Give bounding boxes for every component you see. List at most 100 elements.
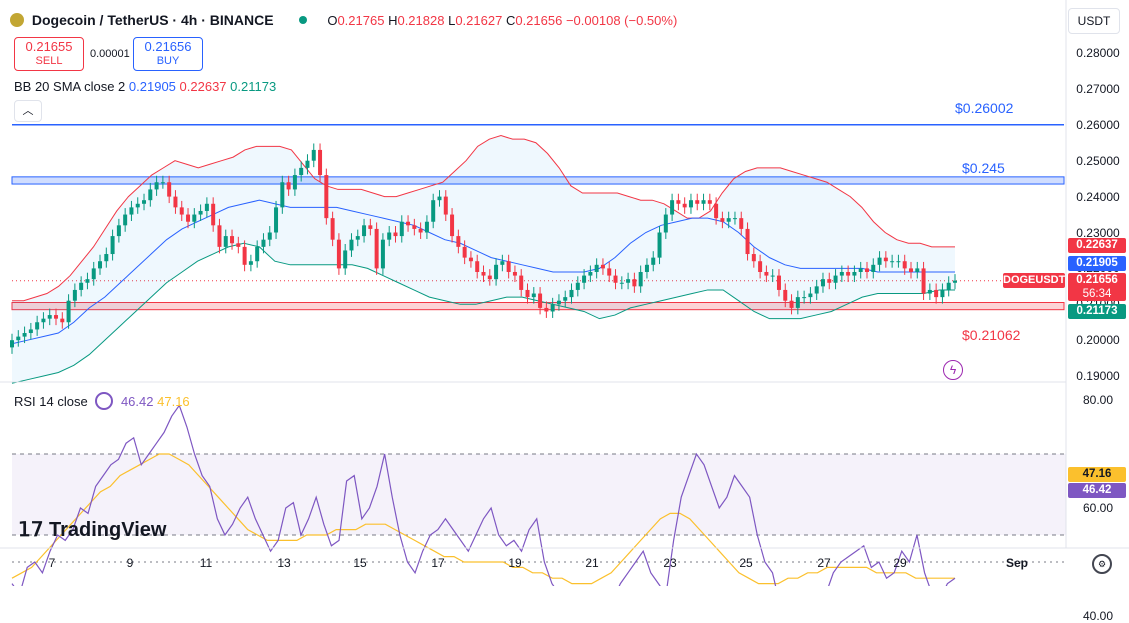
- symbol-header: Dogecoin / TetherUS · 4h · BINANCE O0.21…: [10, 12, 677, 28]
- candle-body: [758, 261, 763, 272]
- candle-body: [556, 300, 561, 305]
- symbol-title[interactable]: Dogecoin / TetherUS · 4h · BINANCE: [31, 12, 274, 28]
- rsi-value: 46.42: [120, 394, 154, 409]
- candle-body: [242, 246, 247, 265]
- candle-body: [173, 196, 178, 208]
- candle-body: [644, 264, 649, 272]
- rsi-value-tag: 46.42: [1068, 483, 1126, 498]
- candle-body: [41, 318, 46, 323]
- time-tick-label: Sep: [1005, 556, 1029, 570]
- bb-fill: [12, 135, 955, 384]
- candle-body: [292, 175, 297, 190]
- candle-body: [927, 289, 932, 294]
- candle-body: [135, 203, 140, 208]
- support-zone: [11, 302, 1065, 311]
- settings-icon[interactable]: ⚙: [1092, 554, 1112, 574]
- candle-body: [186, 214, 191, 222]
- candle-body: [544, 307, 549, 312]
- candle-body: [368, 225, 373, 229]
- candle-body: [450, 214, 455, 237]
- rsi-settings-icon[interactable]: [95, 392, 114, 410]
- time-tick-label: 9: [126, 556, 134, 570]
- last-price-value: 0.21656: [1076, 274, 1118, 286]
- candle-body: [16, 336, 21, 341]
- candle-body: [230, 236, 235, 244]
- candle-body: [594, 264, 599, 272]
- bb-legend[interactable]: BB 20 SMA close 2 0.21905 0.22637 0.2117…: [14, 79, 276, 94]
- candle-body: [286, 182, 291, 190]
- candle-body: [846, 271, 851, 276]
- candle-body: [871, 264, 876, 272]
- coin-icon: [10, 13, 24, 27]
- candle-body: [324, 175, 329, 219]
- candle-body: [531, 293, 536, 298]
- candle-body: [896, 261, 901, 263]
- bb-upper-tag: 0.22637: [1068, 238, 1126, 253]
- rsi-tick-label: 80.00: [1082, 393, 1114, 407]
- candle-body: [35, 322, 40, 330]
- candle-body: [682, 203, 687, 208]
- candle-body: [701, 200, 706, 204]
- candle-body: [311, 149, 316, 161]
- time-tick-label: 21: [585, 556, 599, 570]
- lightning-icon[interactable]: ϟ: [943, 360, 963, 380]
- resistance-zone: [11, 176, 1065, 185]
- candle-body: [745, 228, 750, 255]
- candle-body: [424, 221, 429, 233]
- candle-body: [487, 275, 492, 280]
- candle-body: [280, 182, 285, 208]
- tv-logo-icon: 𝟣𝟩: [18, 519, 44, 541]
- candle-body: [751, 254, 756, 262]
- candle-body: [399, 221, 404, 237]
- sell-button[interactable]: 0.21655 SELL: [14, 37, 84, 71]
- candle-body: [104, 254, 109, 262]
- currency-selector[interactable]: USDT: [1068, 8, 1120, 34]
- candle-body: [770, 275, 775, 277]
- candle-body: [110, 236, 115, 255]
- candle-body: [47, 315, 52, 319]
- candle-body: [512, 271, 517, 276]
- tradingview-logo[interactable]: 𝟣𝟩 TradingView: [18, 517, 166, 542]
- candle-body: [732, 218, 737, 220]
- candle-body: [305, 160, 310, 168]
- ticker-tag: DOGEUSDT: [1003, 273, 1066, 288]
- candle-body: [582, 275, 587, 283]
- rsi-ma-line: [11, 453, 955, 585]
- currency-label: USDT: [1077, 14, 1111, 28]
- candle-body: [688, 200, 693, 208]
- candle-body: [261, 239, 266, 247]
- rsi-line: [11, 404, 956, 586]
- time-tick-label: 19: [508, 556, 522, 570]
- candle-body: [475, 261, 480, 272]
- candle-body: [538, 293, 543, 308]
- candle-body: [192, 214, 197, 222]
- sell-label: SELL: [35, 55, 63, 67]
- rsi-ma-tag: 47.16: [1068, 467, 1126, 482]
- time-tick-label: 17: [431, 556, 445, 570]
- rsi-band: [12, 454, 1066, 535]
- rsi-legend[interactable]: RSI 14 close 46.42 47.16: [14, 392, 190, 410]
- time-tick-label: 13: [277, 556, 291, 570]
- buy-button[interactable]: 0.21656 BUY: [133, 37, 203, 71]
- candle-body: [355, 236, 360, 240]
- price-tick-label: 0.23000: [1076, 225, 1120, 240]
- candle-body: [91, 268, 96, 280]
- spread-value: 0.00001: [90, 48, 130, 60]
- candle-body: [28, 329, 33, 334]
- high-label: H: [388, 13, 398, 28]
- candle-body: [380, 239, 385, 269]
- price-chart[interactable]: [0, 0, 1129, 586]
- price-tick-label: 0.28000: [1076, 46, 1120, 60]
- time-tick-label: 11: [199, 556, 213, 570]
- collapse-legend-button[interactable]: ︿: [14, 100, 42, 122]
- candle-body: [802, 297, 807, 299]
- candle-body: [940, 289, 945, 298]
- candle-body: [707, 200, 712, 204]
- candle-body: [167, 182, 172, 197]
- candle-body: [72, 289, 77, 301]
- candle-body: [431, 200, 436, 222]
- buy-label: BUY: [156, 55, 180, 67]
- candle-body: [299, 167, 304, 176]
- candle-body: [789, 300, 794, 308]
- candle-body: [638, 271, 643, 287]
